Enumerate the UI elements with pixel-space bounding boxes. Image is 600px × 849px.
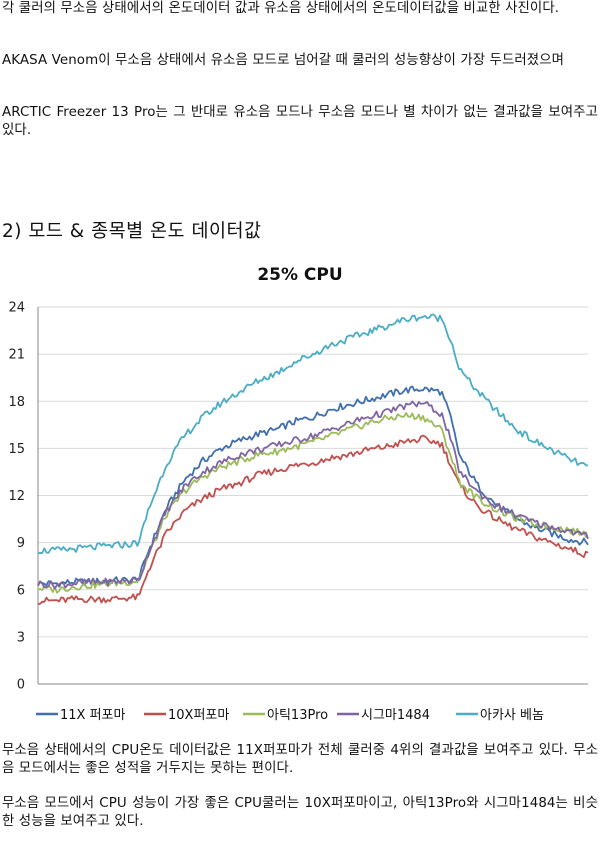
y-tick-label: 6 — [17, 583, 25, 598]
result-paragraph-1: 무소음 상태에서의 CPU온도 데이터값은 11X퍼포마가 전체 쿨러중 4위의… — [2, 743, 598, 776]
result-paragraph-2: 무소음 모드에서 CPU 성능이 가장 좋은 CPU쿨러는 10X퍼포마이고, … — [2, 796, 598, 829]
y-tick-label: 15 — [8, 442, 25, 457]
intro-paragraph-3: ARCTIC Freezer 13 Pro는 그 반대로 유소음 모드나 무소음… — [2, 105, 598, 138]
y-tick-label: 21 — [8, 348, 25, 363]
legend-label: 시그마1484 — [361, 708, 430, 723]
chart-title: 25% CPU — [257, 265, 342, 285]
y-tick-label: 12 — [8, 489, 25, 504]
y-tick-label: 18 — [8, 395, 25, 410]
series-line-4 — [37, 400, 589, 590]
chart-gridlines — [37, 306, 588, 685]
series-line-2 — [37, 434, 589, 605]
section-title: 2) 모드 & 종목별 온도 데이터값 — [2, 221, 262, 242]
intro-paragraph-2: AKASA Venom이 무소음 상태에서 유소음 모드로 넘어갈 때 쿨러의 … — [2, 53, 565, 68]
chart-series — [37, 313, 589, 605]
y-tick-label: 24 — [8, 301, 25, 316]
y-tick-label: 9 — [17, 536, 25, 551]
legend-label: 10X퍼포마 — [168, 708, 229, 723]
intro-paragraph-1: 각 쿨러의 무소음 상태에서의 온도데이터 값과 유소음 상태에서의 온도데이터… — [2, 1, 560, 16]
y-tick-label: 0 — [17, 678, 25, 693]
chart-legend: 11X 퍼포마 10X퍼포마 아틱13Pro 시그마1484 아카사 베놈 — [36, 708, 544, 723]
series-line-1 — [37, 385, 589, 588]
legend-label: 11X 퍼포마 — [60, 708, 126, 723]
legend-label: 아틱13Pro — [267, 708, 328, 723]
series-line-3 — [37, 412, 589, 594]
temperature-line-chart: 25% CPU 0 3 6 9 12 15 18 21 24 11X 퍼포마 10X퍼포마 아틱13… — [8, 265, 589, 723]
series-line-5 — [37, 313, 589, 555]
y-tick-label: 3 — [17, 630, 25, 645]
legend-label: 아카사 베놈 — [480, 708, 544, 723]
y-axis-ticks: 0 3 6 9 12 15 18 21 24 — [8, 301, 25, 693]
